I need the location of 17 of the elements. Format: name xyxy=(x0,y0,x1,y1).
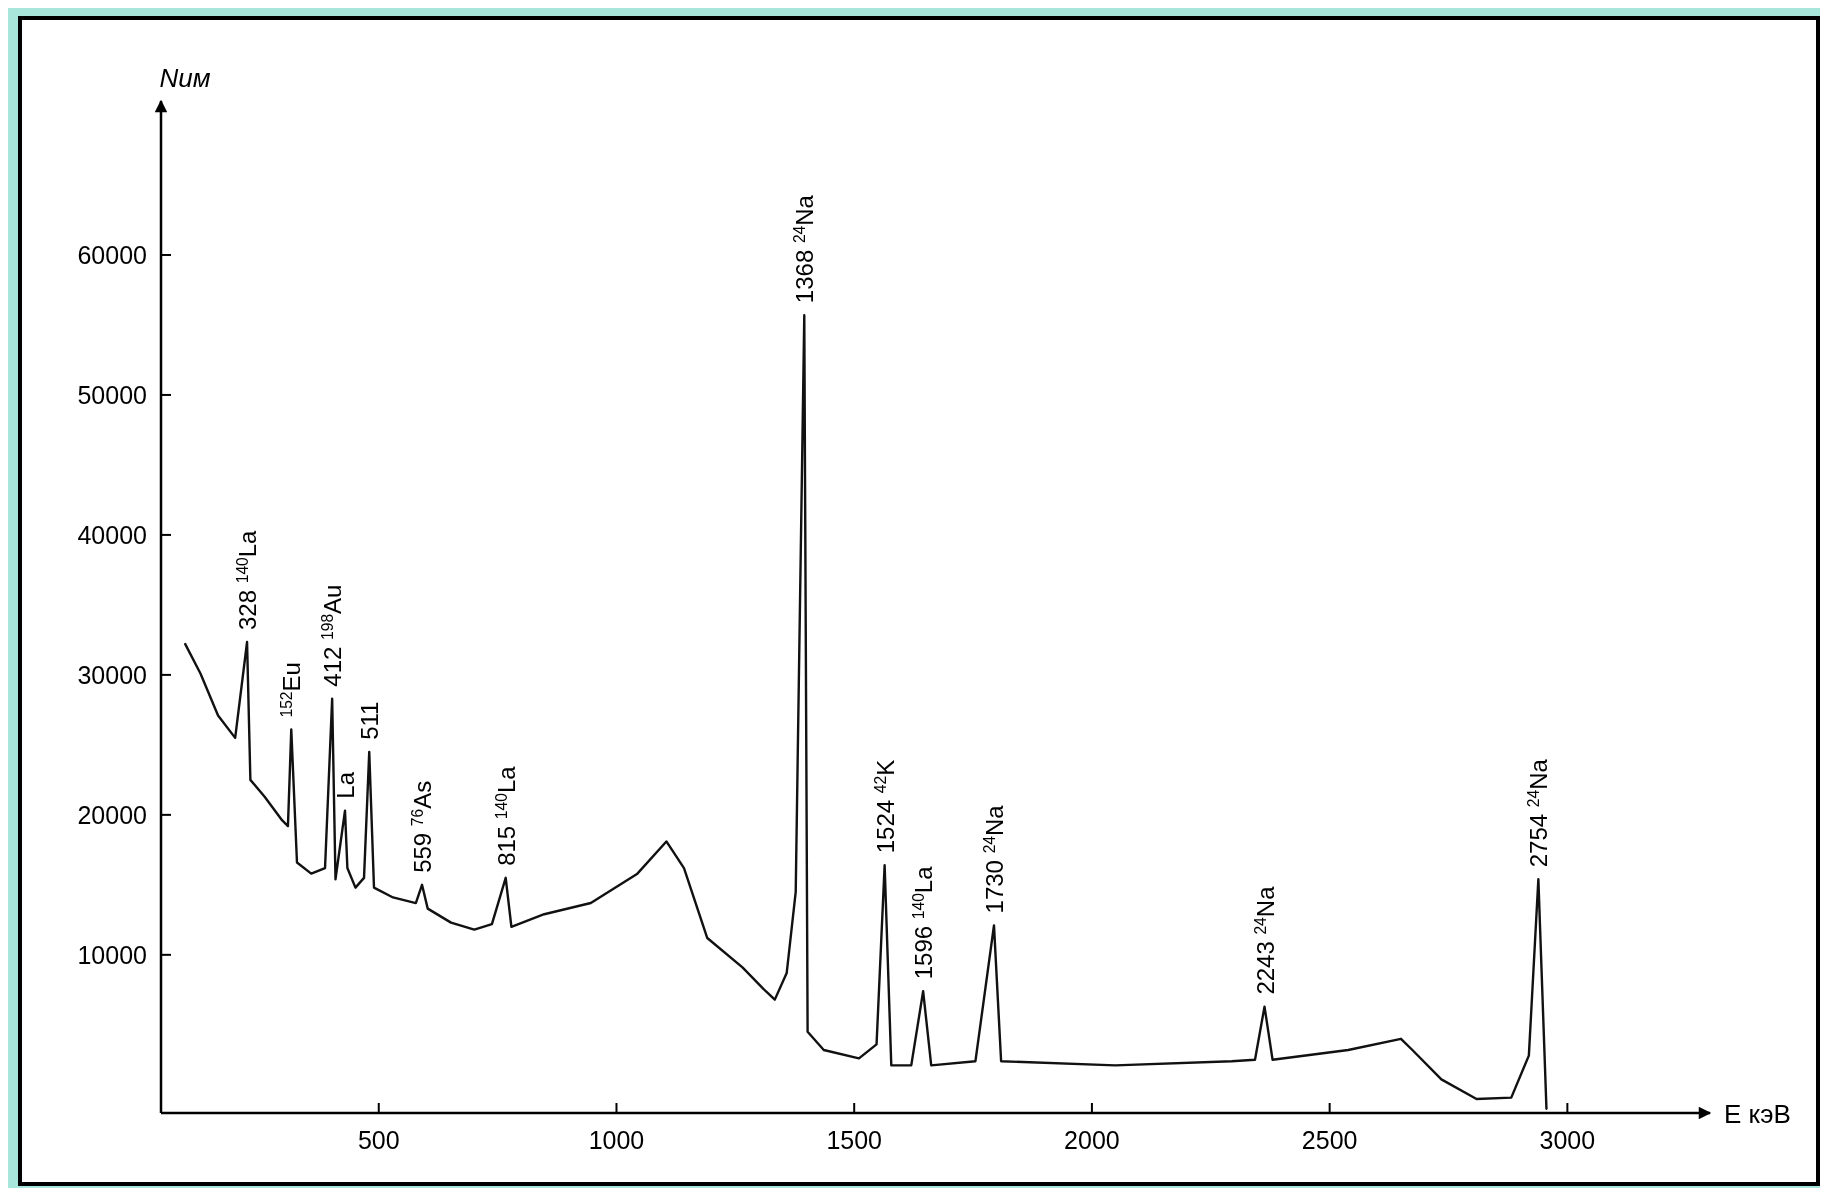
y-tick-label: 10000 xyxy=(77,940,147,969)
x-tick-label: 3000 xyxy=(1539,1126,1596,1154)
y-tick-label: 30000 xyxy=(77,660,147,689)
y-tick-label: 60000 xyxy=(77,240,147,269)
y-tick-label: 50000 xyxy=(77,380,147,409)
y-axis-title: Nим xyxy=(159,63,211,93)
y-tick-label: 20000 xyxy=(77,800,147,829)
x-tick-label: 2500 xyxy=(1301,1126,1358,1154)
x-tick-label: 500 xyxy=(357,1126,400,1154)
y-tick-label: 40000 xyxy=(77,520,147,549)
x-tick-label: 1500 xyxy=(826,1126,883,1154)
line-series xyxy=(184,313,1548,1110)
x-axis-title: E кэВ xyxy=(1724,1099,1791,1129)
annotation: La xyxy=(332,771,359,799)
x-tick-label: 1000 xyxy=(588,1126,645,1154)
x-tick-label: 2000 xyxy=(1064,1126,1120,1154)
annotation: 511 xyxy=(356,701,384,740)
